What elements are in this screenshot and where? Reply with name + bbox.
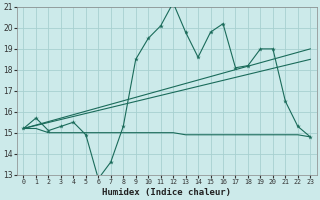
X-axis label: Humidex (Indice chaleur): Humidex (Indice chaleur) <box>102 188 231 197</box>
